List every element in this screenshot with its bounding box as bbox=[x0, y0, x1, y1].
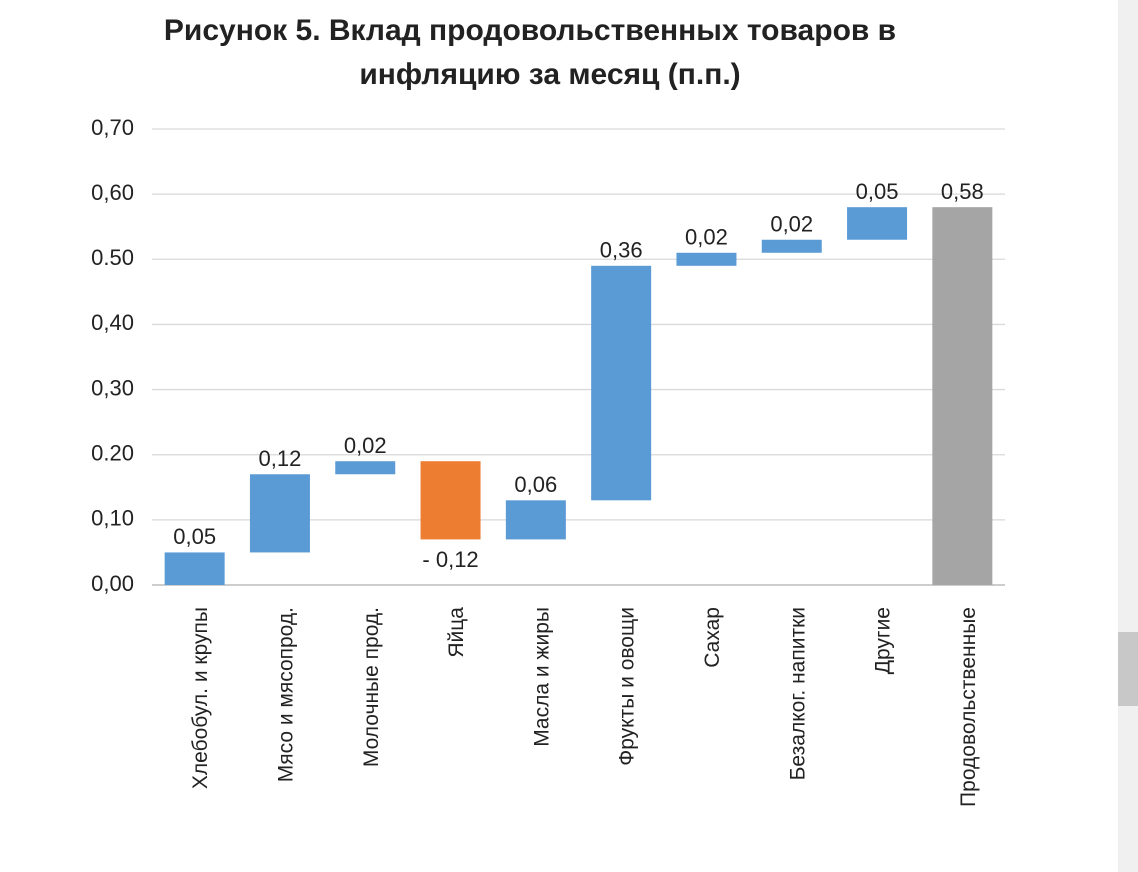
y-tick-label: 0,00 bbox=[91, 571, 134, 596]
bar bbox=[932, 207, 993, 585]
x-tick-label: Масла и жиры bbox=[530, 607, 553, 747]
scrollbar-thumb[interactable] bbox=[1118, 632, 1138, 706]
x-tick-label: Продовольственные bbox=[957, 607, 980, 807]
bar bbox=[676, 252, 737, 266]
y-tick-label: 0.20 bbox=[91, 441, 134, 466]
value-label: 0,05 bbox=[856, 179, 899, 204]
y-tick-label: 0,40 bbox=[91, 310, 134, 335]
bar bbox=[164, 552, 225, 585]
x-tick-label: Хлебобул. и крупы bbox=[189, 607, 212, 789]
bar bbox=[591, 265, 652, 501]
value-label: 0,06 bbox=[514, 472, 557, 497]
bar bbox=[420, 461, 481, 540]
chart-title: Рисунок 5. Вклад продовольственных товар… bbox=[164, 14, 896, 47]
y-tick-label: 0,70 bbox=[91, 115, 134, 140]
x-tick-label: Другие bbox=[872, 607, 895, 674]
bar bbox=[249, 474, 310, 553]
bar bbox=[335, 461, 396, 475]
x-tick-label: Яйца bbox=[445, 607, 468, 658]
value-label: 0,36 bbox=[600, 238, 643, 263]
chart-title: инфляцию за месяц (п.п.) bbox=[359, 58, 740, 91]
y-tick-label: 0,30 bbox=[91, 375, 134, 400]
bar bbox=[761, 239, 822, 253]
scrollbar[interactable] bbox=[1118, 0, 1138, 872]
bar bbox=[505, 500, 566, 540]
y-tick-label: 0.50 bbox=[91, 245, 134, 270]
y-tick-label: 0,60 bbox=[91, 180, 134, 205]
x-tick-label: Фрукты и овощи bbox=[616, 607, 639, 766]
value-label: 0,05 bbox=[173, 524, 216, 549]
value-label: 0,02 bbox=[344, 433, 387, 458]
y-tick-label: 0,10 bbox=[91, 506, 134, 531]
value-label: 0,58 bbox=[941, 179, 984, 204]
x-tick-label: Сахар bbox=[701, 607, 724, 668]
value-label: 0,02 bbox=[685, 225, 728, 250]
x-tick-label: Мясо и мясопрод. bbox=[274, 607, 297, 782]
x-tick-label: Безалког. напитки bbox=[786, 607, 809, 780]
value-label: 0,02 bbox=[770, 212, 813, 237]
bar bbox=[847, 207, 908, 240]
x-tick-label: Молочные прод. bbox=[360, 607, 383, 767]
value-label: - 0,12 bbox=[422, 547, 478, 572]
value-label: 0,12 bbox=[259, 446, 302, 471]
